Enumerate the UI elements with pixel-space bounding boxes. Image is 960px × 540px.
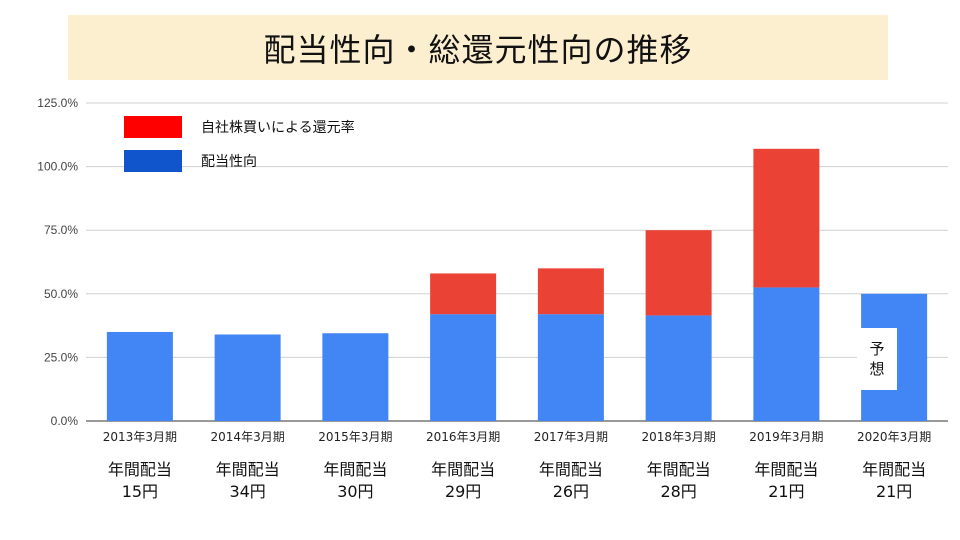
y-tick-label: 75.0% bbox=[44, 223, 78, 237]
chart-title: 配当性向・総還元性向の推移 bbox=[263, 30, 693, 69]
dividend-note-label: 年間配当 bbox=[538, 460, 603, 479]
dividend-note: 年間配当 28円 bbox=[627, 459, 731, 503]
dividend-note-value: 34円 bbox=[229, 482, 266, 501]
bar-payout-ratio bbox=[645, 315, 712, 421]
bar-payout-ratio bbox=[430, 314, 497, 421]
dividend-note: 年間配当 29円 bbox=[411, 459, 515, 503]
y-tick-label: 50.0% bbox=[44, 287, 78, 301]
forecast-char-1: 予 bbox=[869, 340, 885, 358]
bar-payout-ratio bbox=[106, 331, 173, 421]
legend-label: 配当性向 bbox=[201, 154, 257, 170]
dividend-note: 年間配当 21円 bbox=[734, 459, 838, 503]
dividend-note-value: 21円 bbox=[875, 482, 913, 501]
forecast-char-2: 想 bbox=[869, 360, 885, 378]
dividend-note-label: 年間配当 bbox=[646, 460, 711, 479]
x-tick-label: 2014年3月期 bbox=[211, 430, 285, 444]
bar-payout-ratio bbox=[753, 287, 820, 421]
y-tick-label: 0.0% bbox=[51, 414, 79, 428]
dividend-note-value: 28円 bbox=[660, 482, 697, 501]
bar-payout-ratio bbox=[214, 334, 281, 421]
bar-buyback-ratio bbox=[430, 273, 497, 315]
bar-payout-ratio bbox=[322, 333, 389, 421]
legend-swatch bbox=[124, 150, 182, 172]
x-tick-label: 2013年3月期 bbox=[103, 430, 177, 444]
x-tick-label: 2016年3月期 bbox=[426, 430, 500, 444]
bar-payout-ratio bbox=[537, 314, 604, 421]
y-tick-label: 25.0% bbox=[44, 350, 78, 364]
dividend-note-value: 26円 bbox=[552, 482, 590, 501]
dividend-note-value: 29円 bbox=[444, 482, 482, 501]
legend-swatch bbox=[124, 116, 182, 138]
legend-label: 自社株買いによる還元率 bbox=[201, 119, 355, 136]
dividend-note-value: 30円 bbox=[337, 482, 374, 501]
dividend-note-value: 21円 bbox=[768, 482, 805, 501]
dividend-note-label: 年間配当 bbox=[107, 460, 172, 479]
bar-buyback-ratio bbox=[645, 230, 712, 316]
title-banner: 配当性向・総還元性向の推移 bbox=[68, 15, 888, 80]
dividend-note-label: 年間配当 bbox=[215, 460, 280, 479]
dividend-note: 年間配当 34円 bbox=[196, 459, 300, 503]
y-tick-label: 125.0% bbox=[37, 96, 78, 110]
x-tick-label: 2015年3月期 bbox=[318, 430, 392, 444]
forecast-label: 予 想 bbox=[857, 328, 897, 390]
dividend-note-label: 年間配当 bbox=[754, 460, 819, 479]
bar-buyback-ratio bbox=[537, 268, 604, 315]
x-tick-label: 2017年3月期 bbox=[534, 430, 608, 444]
dividend-note-label: 年間配当 bbox=[323, 460, 388, 479]
dividend-note-label: 年間配当 bbox=[862, 460, 927, 479]
bar-buyback-ratio bbox=[753, 148, 820, 288]
dividend-note: 年間配当 15円 bbox=[88, 459, 192, 503]
x-tick-label: 2020年3月期 bbox=[857, 430, 931, 444]
y-tick-label: 100.0% bbox=[37, 160, 78, 174]
x-tick-label: 2018年3月期 bbox=[642, 430, 716, 444]
dividend-note: 年間配当 30円 bbox=[303, 459, 407, 503]
dividend-note: 年間配当 21円 bbox=[842, 459, 946, 503]
x-tick-label: 2019年3月期 bbox=[749, 430, 823, 444]
dividend-note-label: 年間配当 bbox=[431, 460, 496, 479]
dividend-note-value: 15円 bbox=[121, 482, 159, 501]
dividend-note: 年間配当 26円 bbox=[519, 459, 623, 503]
